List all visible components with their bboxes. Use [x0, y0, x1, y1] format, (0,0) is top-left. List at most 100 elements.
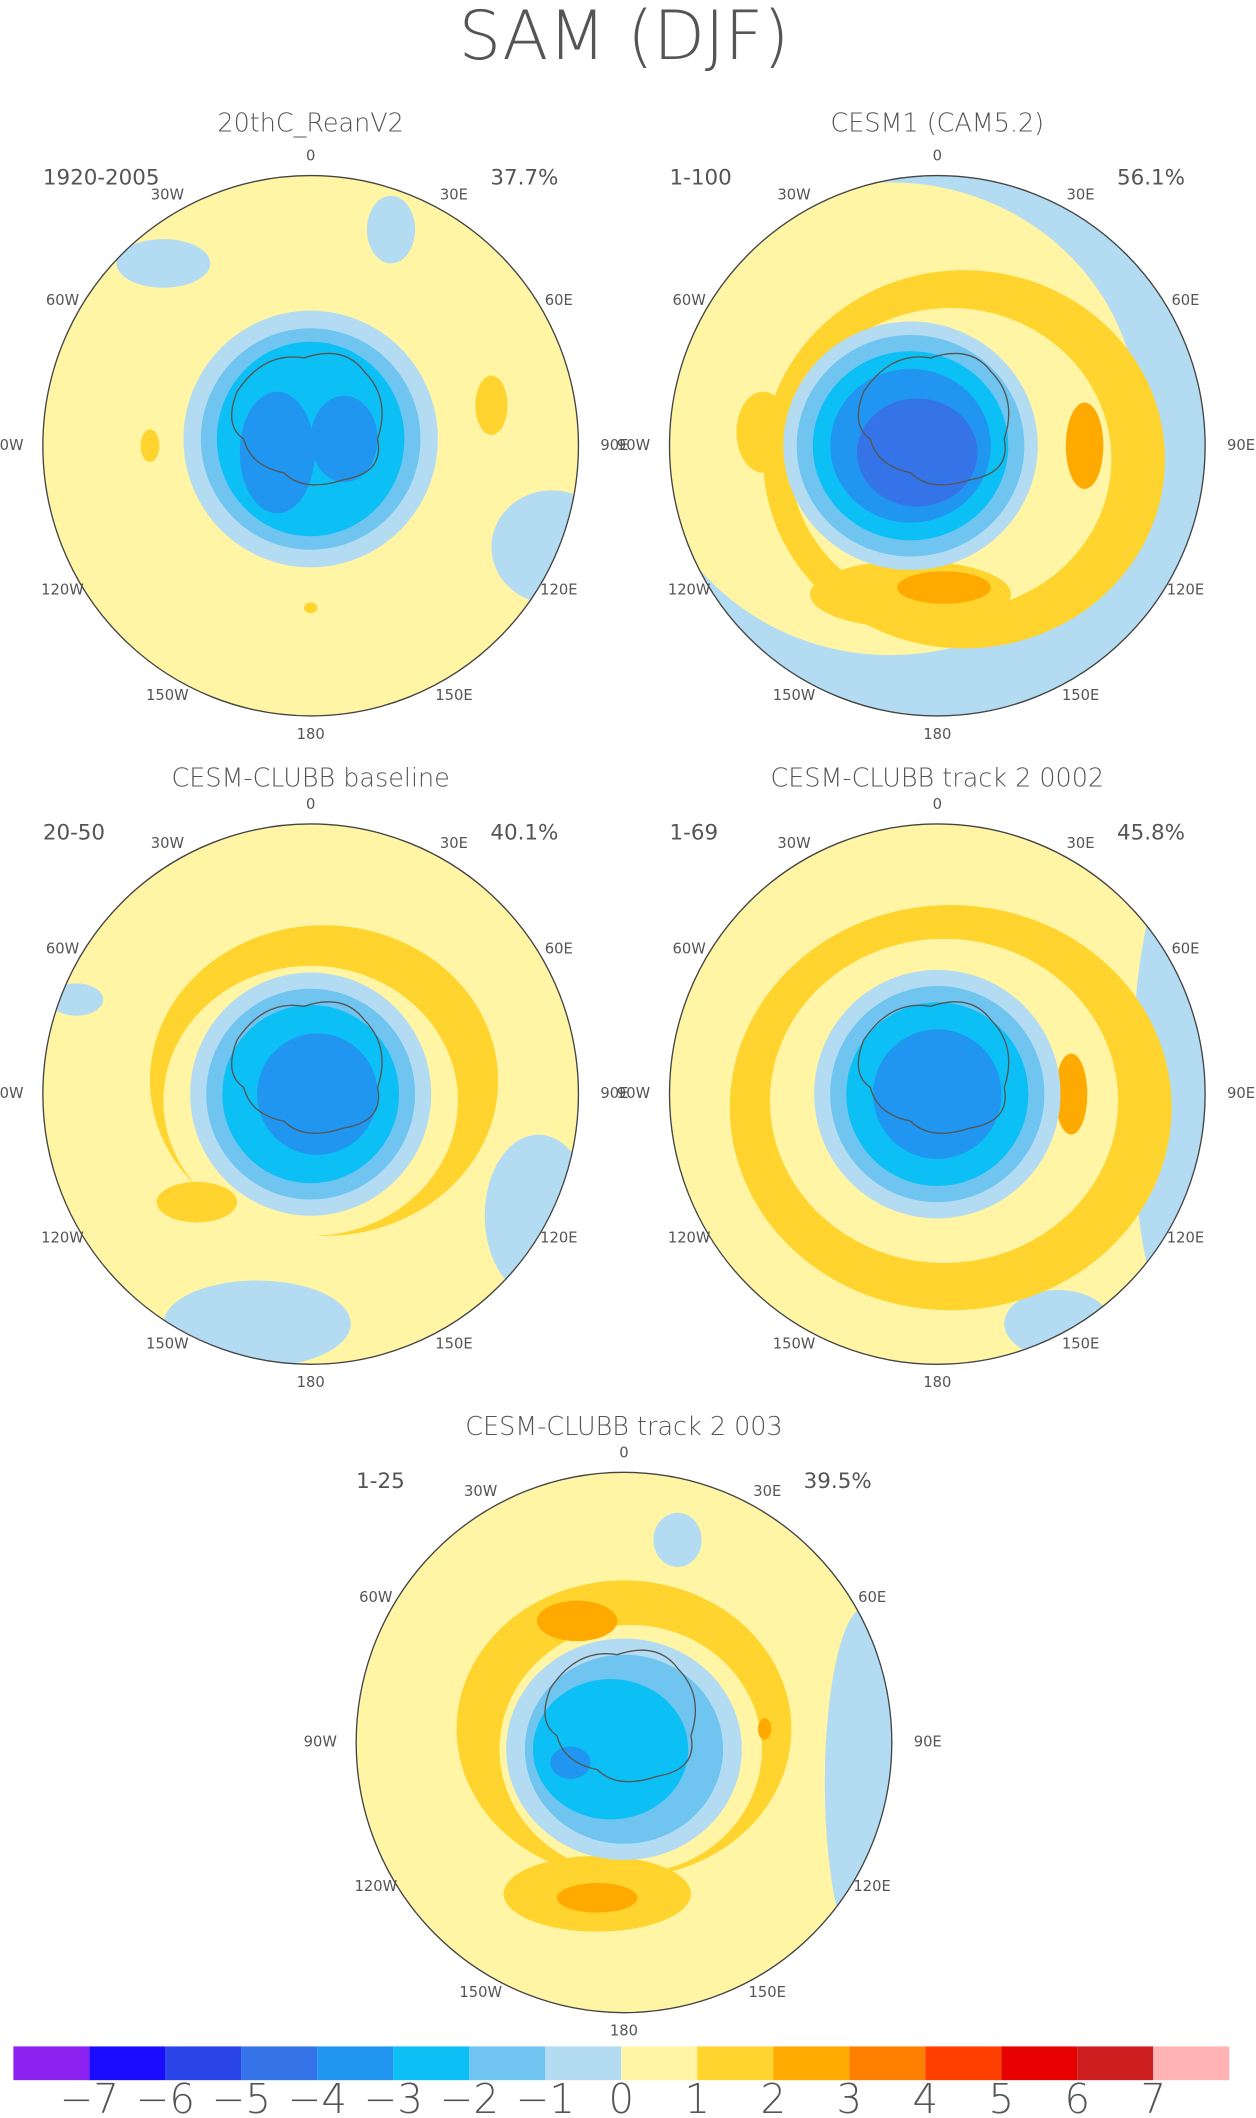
contours — [42, 175, 579, 716]
longitude-label: 60E — [858, 1589, 886, 1606]
contour-region — [1065, 402, 1104, 489]
panel-period: 1920-2005 — [43, 165, 160, 190]
longitude-label: 150W — [459, 1984, 502, 2001]
panel-variance: 37.7% — [490, 165, 558, 190]
contours — [42, 823, 579, 1365]
longitude-label: 90W — [617, 1085, 651, 1102]
longitude-label: 0 — [933, 148, 942, 165]
longitude-label: 60E — [545, 292, 573, 309]
longitude-label: 180 — [610, 2023, 638, 2040]
colorbar-cell — [241, 2046, 318, 2081]
colorbar-label: −6 — [136, 2076, 195, 2118]
panel-variance: 39.5% — [804, 1469, 872, 1494]
colorbar-cell — [1153, 2046, 1230, 2081]
longitude-label: 150W — [773, 1335, 816, 1352]
figure-title: SAM (DJF) — [459, 0, 790, 75]
contour-region — [239, 391, 315, 514]
map-panel: 20thC_ReanV2 1920-2005 37.7% 0 30E 60E 90E 120E… — [0, 108, 628, 743]
panel-title: CESM-CLUBB track 2 003 — [465, 1412, 782, 1442]
colorbar-label: −2 — [440, 2076, 499, 2118]
contour-region — [491, 490, 579, 604]
longitude-label: 120W — [41, 1230, 84, 1247]
longitude-label: 30W — [464, 1483, 498, 1500]
colorbar-label: −5 — [212, 2076, 271, 2118]
longitude-label: 0 — [933, 796, 942, 813]
longitude-label: 0 — [619, 1444, 628, 1461]
colorbar-cell — [545, 2046, 622, 2081]
map-border — [42, 823, 580, 1365]
longitude-label: 30W — [777, 835, 811, 852]
map-panel: CESM1 (CAM5.2) 1-100 56.1% 0 30E 60E 90E 120E 15… — [617, 108, 1255, 743]
longitude-label: 90E — [600, 437, 628, 454]
longitude-label: 120E — [1167, 1230, 1204, 1247]
longitude-label: 60E — [1171, 292, 1199, 309]
map-border — [668, 174, 1206, 717]
contour-region — [484, 1134, 579, 1297]
colorbar-cell — [849, 2046, 926, 2081]
colorbar-cell — [317, 2046, 394, 2081]
contour-region — [366, 195, 416, 264]
colorbar-cell — [469, 2046, 546, 2081]
longitude-label: 30W — [151, 835, 185, 852]
coastline — [857, 352, 1010, 486]
longitude-label: 90W — [304, 1733, 338, 1750]
map-panel: CESM-CLUBB track 2 003 1-25 39.5% 0 30E 60E 90… — [304, 1412, 942, 2040]
contour-region — [873, 1029, 1002, 1159]
colorbar-cell — [1077, 2046, 1154, 2081]
longitude-label: 30E — [1067, 186, 1095, 203]
colorbar-label: 1 — [685, 2076, 711, 2118]
contour-region — [536, 1600, 618, 1642]
longitude-label: 0 — [306, 796, 315, 813]
longitude-label: 30E — [440, 186, 468, 203]
longitude-label: 90E — [600, 1085, 628, 1102]
contour-region — [116, 239, 211, 288]
contour-region — [897, 571, 991, 604]
longitude-label: 60W — [673, 941, 707, 958]
colorbar-label: −4 — [288, 2076, 347, 2118]
longitude-label: 120E — [1167, 581, 1204, 598]
longitude-label: 30E — [440, 835, 468, 852]
map-border — [355, 1471, 893, 2014]
map-panel: CESM-CLUBB baseline 20-50 40.1% 0 30E 60E 90E 1… — [0, 763, 628, 1391]
longitude-label: 150E — [1062, 687, 1099, 704]
panel-period: 1-69 — [670, 820, 719, 845]
contour-region — [140, 429, 160, 462]
longitude-label: 90W — [0, 1085, 24, 1102]
longitude-label: 120E — [853, 1878, 890, 1895]
contour-region — [303, 602, 318, 614]
contour-region — [310, 395, 378, 483]
colorbar-label: 4 — [912, 2076, 938, 2118]
longitude-label: 150E — [1062, 1335, 1099, 1352]
map-border — [668, 823, 1206, 1365]
panel-title: CESM-CLUBB baseline — [171, 763, 449, 793]
longitude-label: 180 — [297, 726, 325, 743]
colorbar-cell — [393, 2046, 470, 2081]
longitude-label: 150E — [435, 687, 472, 704]
panel-title: CESM1 (CAM5.2) — [831, 108, 1045, 138]
contour-region — [757, 1718, 772, 1740]
longitude-label: 90E — [914, 1733, 942, 1750]
colorbar-cell — [13, 2046, 90, 2081]
colorbar-label: 3 — [836, 2076, 862, 2118]
longitude-label: 120W — [668, 581, 711, 598]
coastline — [231, 1001, 383, 1134]
contour-region — [557, 1882, 638, 1913]
longitude-label: 180 — [923, 1374, 951, 1391]
panel-variance: 45.8% — [1117, 820, 1185, 845]
longitude-label: 60W — [359, 1589, 393, 1606]
map-border — [42, 174, 580, 717]
contours — [356, 1472, 892, 2013]
contour-region — [736, 391, 791, 473]
contour-region — [49, 983, 104, 1016]
colorbar-label: −7 — [60, 2076, 119, 2118]
longitude-label: 30E — [753, 1483, 781, 1500]
longitude-label: 60E — [545, 941, 573, 958]
longitude-label: 60W — [46, 292, 80, 309]
longitude-label: 120W — [355, 1878, 398, 1895]
longitude-label: 60W — [46, 941, 80, 958]
longitude-label: 60W — [673, 292, 707, 309]
colorbar-cell — [697, 2046, 774, 2081]
colorbar-label: 5 — [988, 2076, 1014, 2118]
